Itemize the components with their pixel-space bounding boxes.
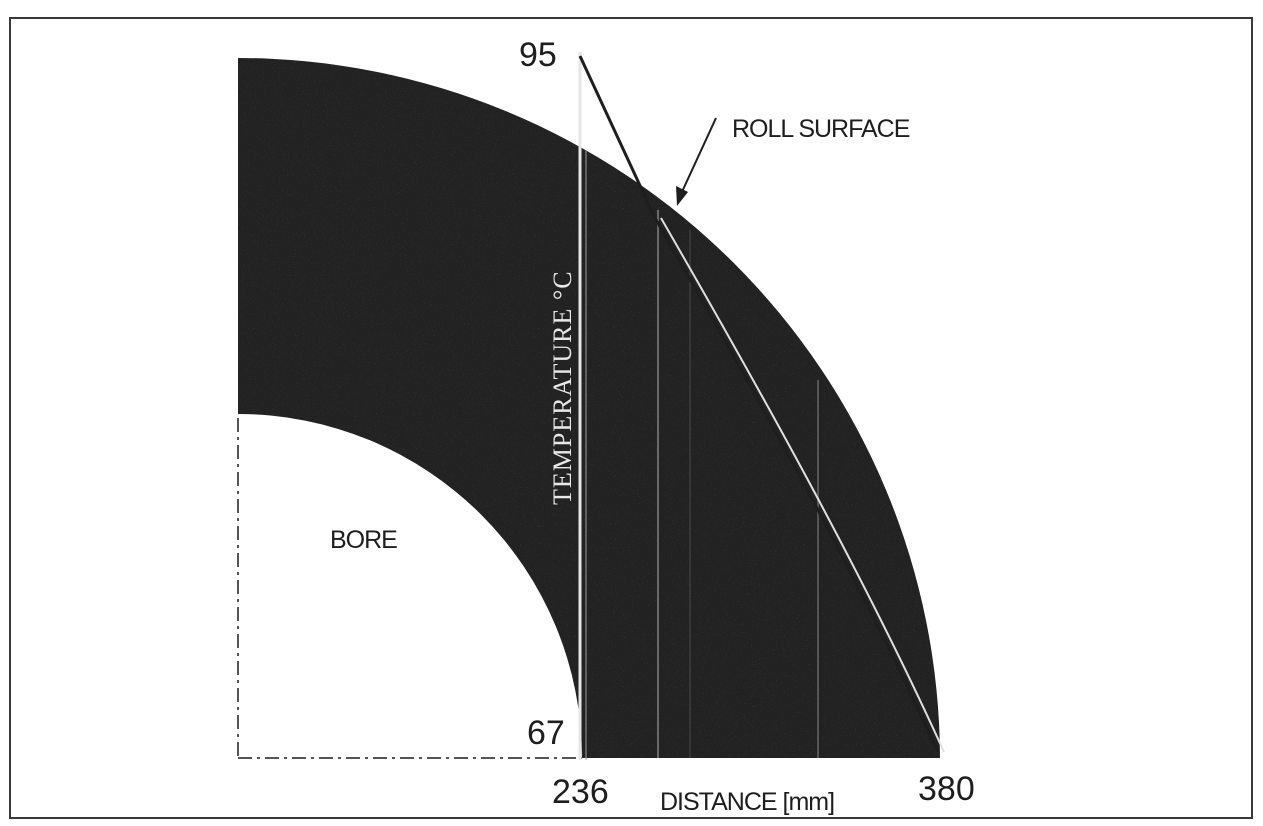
temp-max-label: 95 bbox=[519, 36, 557, 74]
roll-section-texture bbox=[238, 58, 940, 758]
distance-axis-label: DISTANCE [mm] bbox=[660, 788, 834, 816]
bore-label: BORE bbox=[330, 526, 397, 554]
temperature-profile-curve bbox=[578, 55, 940, 753]
temperature-axis-label: TEMPERATURE °C bbox=[548, 270, 577, 505]
temp-min-label: 67 bbox=[527, 714, 565, 752]
surface-pointer-line bbox=[680, 117, 717, 195]
surface-pointer-arrowhead bbox=[676, 186, 688, 206]
distance-end-label: 380 bbox=[918, 770, 975, 808]
roll-surface-label: ROLL SURFACE bbox=[732, 115, 910, 143]
figure-frame bbox=[9, 17, 1253, 819]
temperature-profile-curve-highlight bbox=[660, 217, 945, 753]
distance-start-label: 236 bbox=[552, 773, 609, 811]
